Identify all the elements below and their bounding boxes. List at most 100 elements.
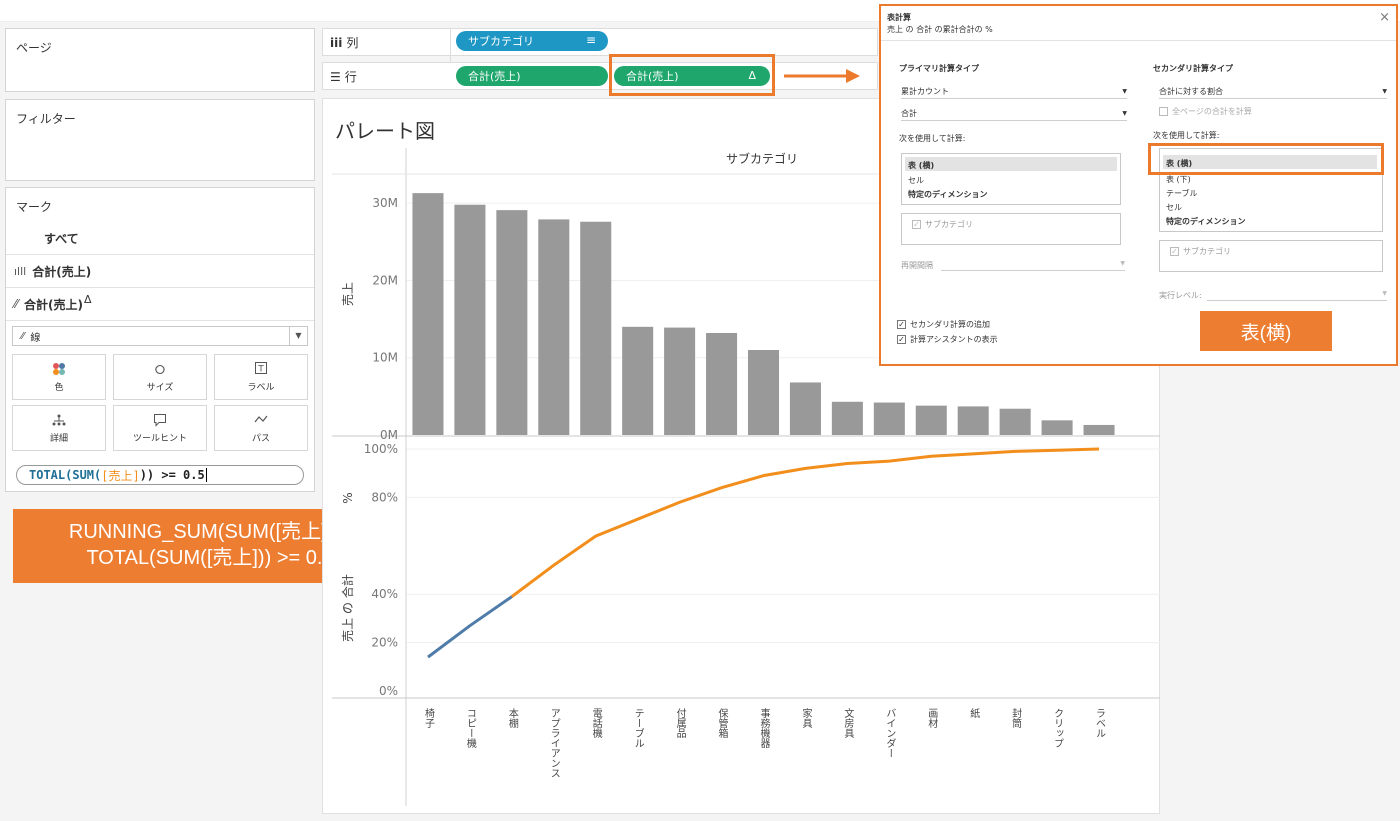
filters-title: フィルター <box>16 112 76 126</box>
checkbox-checked-icon[interactable]: ✓ <box>897 320 906 329</box>
bar-8 <box>747 350 780 435</box>
bar-14 <box>999 408 1031 435</box>
delta-icon: Δ <box>748 69 756 82</box>
bar-chart-icon: ılll <box>14 264 27 278</box>
size-card-button[interactable]: ⭘ サイズ <box>113 354 207 400</box>
path-card-button[interactable]: パス <box>214 405 308 451</box>
marks-all-layer[interactable]: すべて <box>6 222 314 255</box>
bar-13 <box>957 406 989 435</box>
bar-6 <box>664 327 696 435</box>
bar-10 <box>831 401 863 435</box>
tooltip-icon <box>153 413 167 431</box>
primary-list-selected-bg <box>905 157 1117 171</box>
add-secondary-label: セカンダリ計算の追加 <box>910 320 990 329</box>
detail-card-label: 詳細 <box>49 433 68 444</box>
line-y-tick-label: 100% <box>364 442 398 456</box>
checkbox-checked-icon[interactable]: ✓ <box>897 335 906 344</box>
chevron-down-icon: ▼ <box>1382 87 1387 95</box>
pareto-chart: サブカテゴリ 30M 20M 10M 0M 売上 100% 80% 40% 20% 0% 売上 の 合… <box>332 148 1160 806</box>
secondary-calc-type-value: 合計に対する割合 <box>1159 86 1223 96</box>
columns-label-text: 列 <box>346 36 359 50</box>
pages-title: ページ <box>16 41 52 55</box>
dialog-header-divider <box>881 40 1396 41</box>
x-tick-label-3: アプライアンス <box>548 708 560 778</box>
filters-panel[interactable]: フィルター <box>5 99 315 181</box>
text-cursor <box>205 468 207 482</box>
restart-label: 再開間隔 <box>901 261 933 270</box>
primary-list-item-table-across[interactable]: 表 (横) <box>908 161 935 170</box>
marks-bar-layer[interactable]: ılll 合計(売上) <box>6 255 314 288</box>
secondary-list-item-specific-dimension[interactable]: 特定のディメンション <box>1166 217 1246 226</box>
chevron-down-icon: ▼ <box>289 327 307 345</box>
highlight-box-table-across <box>1148 143 1384 175</box>
line-y-tick-label: 40% <box>371 587 398 601</box>
bar-15 <box>1041 420 1073 435</box>
secondary-list-item-cell[interactable]: セル <box>1166 203 1182 212</box>
checkbox-icon: ✓ <box>912 220 921 229</box>
bar-11 <box>873 402 905 435</box>
mark-type-value: 線 <box>30 332 41 344</box>
secondary-list-item-table-across[interactable]: 表 (横) <box>1166 159 1193 168</box>
pages-panel[interactable]: ページ <box>5 28 315 92</box>
primary-list-item-cell[interactable]: セル <box>908 176 924 185</box>
secondary-list-item-table[interactable]: テーブル <box>1166 189 1198 198</box>
close-icon[interactable]: × <box>1379 10 1390 25</box>
line-mark-icon: ⁄⁄ <box>21 330 25 342</box>
add-secondary-option[interactable]: ✓ セカンダリ計算の追加 <box>897 319 990 330</box>
detail-card-button[interactable]: 詳細 <box>12 405 106 451</box>
rows-icon: ☰ <box>330 70 341 84</box>
rows-pill-sales-table-calc[interactable]: 合計(売上) Δ <box>614 66 770 86</box>
show-assistant-option[interactable]: ✓ 計算アシスタントの表示 <box>897 334 998 345</box>
primary-calc-type-dropdown[interactable]: 累計カウント ▼ <box>901 84 1127 99</box>
delta-icon: Δ <box>84 292 92 306</box>
line-chart-icon: ⁄⁄ <box>14 297 19 311</box>
bar-y-tick-label: 10M <box>372 351 398 365</box>
x-tick-label-12: 画材 <box>926 708 938 728</box>
secondary-compute-list[interactable]: 表 (横) 表 (下) テーブル セル 特定のディメンション <box>1159 148 1383 232</box>
bar-2 <box>496 210 528 435</box>
sort-icon: ≡ <box>585 33 596 47</box>
tooltip-card-button[interactable]: ツールヒント <box>113 405 207 451</box>
all-pages-label: 全ページの合計を計算 <box>1172 107 1252 116</box>
primary-list-item-specific-dimension[interactable]: 特定のディメンション <box>908 190 988 199</box>
primary-calc-type-value: 累計カウント <box>901 86 949 96</box>
x-tick-label-8: 事務機器 <box>758 707 770 749</box>
secondary-calc-type-dropdown[interactable]: 合計に対する割合 ▼ <box>1159 84 1387 99</box>
formula-callout-line1: RUNNING_SUM(SUM([売上])) / <box>68 521 352 543</box>
rows-pill-1-label: 合計(売上) <box>468 70 521 83</box>
line-y-tick-label: 0% <box>379 684 398 698</box>
columns-pill-subcategory[interactable]: サブカテゴリ ≡ <box>456 31 608 51</box>
primary-agg-value: 合計 <box>901 108 917 118</box>
primary-agg-dropdown[interactable]: 合計 ▼ <box>901 106 1127 121</box>
table-calculation-dialog: 表計算 売上 の 合計 の累計合計の % × プライマリ計算タイプ 累計カウント… <box>879 4 1398 366</box>
line-y-axis-label-suffix: % <box>341 492 355 503</box>
marks-line-layer-label: 合計(売上) <box>24 297 83 312</box>
chevron-down-icon: ▼ <box>1382 289 1387 297</box>
rows-pill-sales[interactable]: 合計(売上) <box>456 66 608 86</box>
x-tick-label-0: 椅子 <box>422 707 434 728</box>
calculation-editor-field[interactable]: TOTAL(SUM( [売上] )) >= 0.5 <box>16 465 304 485</box>
path-icon <box>254 413 268 431</box>
bar-1 <box>454 204 486 435</box>
path-card-label: パス <box>251 433 270 444</box>
bar-y-axis-label: 売上 <box>340 282 355 306</box>
secondary-list-item-table-down[interactable]: 表 (下) <box>1166 175 1191 184</box>
label-card-button[interactable]: T ラベル <box>214 354 308 400</box>
restart-dropdown: ▼ <box>941 256 1125 271</box>
primary-dim-label: サブカテゴリ <box>925 220 973 229</box>
secondary-list-selected-bg <box>1163 155 1377 169</box>
shelf-divider <box>450 28 451 90</box>
color-card-button[interactable]: 色 <box>12 354 106 400</box>
bar-y-tick-label: 0M <box>380 428 398 442</box>
size-icon: ⭘ <box>154 362 166 378</box>
marks-line-layer[interactable]: ⁄⁄ 合計(売上) Δ <box>6 288 314 321</box>
line-y-tick-label: 20% <box>371 636 398 650</box>
mark-type-dropdown[interactable]: ⁄⁄ 線 ▼ <box>12 326 308 346</box>
formula-prefix: TOTAL(SUM( <box>29 468 102 482</box>
bar-12 <box>915 405 947 435</box>
marks-title: マーク <box>16 200 53 214</box>
rows-shelf-label: ☰ 行 <box>330 68 357 85</box>
primary-compute-list[interactable]: 表 (横) セル 特定のディメンション <box>901 153 1121 205</box>
chevron-down-icon: ▼ <box>1122 87 1127 95</box>
formula-suffix: )) >= 0.5 <box>139 468 205 482</box>
